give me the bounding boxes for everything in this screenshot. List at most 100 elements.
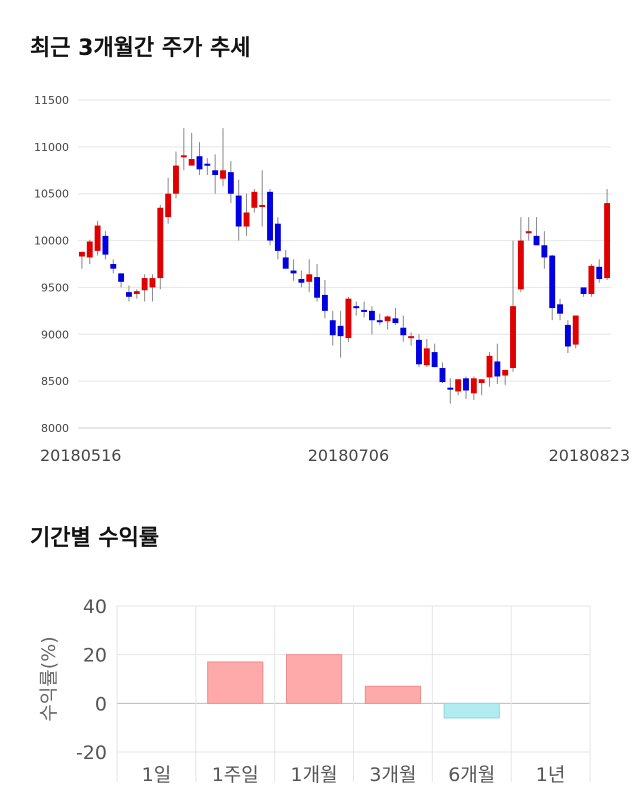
candle-body	[533, 235, 540, 246]
candle	[118, 273, 125, 288]
candle	[580, 287, 587, 297]
y-tick-label: 11500	[34, 94, 69, 107]
candle-body	[94, 225, 101, 251]
candle	[470, 376, 477, 400]
y-tick-label: 9500	[41, 281, 69, 294]
x-tick-label: 20180706	[308, 446, 389, 465]
candle-body	[604, 203, 611, 279]
candle-body	[580, 287, 587, 294]
x-tick-label: 20180516	[40, 446, 121, 465]
candle-body	[588, 265, 595, 294]
candle-body	[126, 292, 132, 297]
candle-body	[235, 195, 242, 227]
candle	[525, 217, 532, 241]
candle-body	[196, 156, 203, 170]
candle	[455, 379, 462, 396]
return-bar	[443, 702, 500, 719]
x-tick-label: 6개월	[448, 764, 495, 786]
candle-body	[290, 270, 297, 274]
candle	[588, 264, 595, 297]
candle	[392, 308, 399, 325]
candle	[549, 254, 556, 321]
candle	[306, 259, 313, 293]
candle-body	[227, 172, 234, 194]
candle-body	[400, 327, 407, 336]
candle	[541, 231, 548, 269]
candle	[227, 160, 234, 204]
candle	[447, 378, 454, 404]
y-tick-label: 20	[83, 645, 107, 667]
candle-body	[384, 316, 391, 322]
candle	[78, 251, 85, 269]
candle-body	[314, 277, 321, 298]
candle-body	[329, 320, 336, 336]
candle	[557, 298, 563, 321]
candlestick-y-ticks: 8000 8500 9000 9500 10000 10500 11000 11500	[34, 94, 69, 435]
candle-body	[78, 251, 85, 257]
candle-body	[282, 257, 289, 269]
candle	[596, 259, 603, 283]
candle-body	[361, 309, 368, 312]
x-tick-label: 3개월	[369, 764, 416, 786]
candle	[533, 217, 540, 246]
y-tick-label: 11000	[34, 141, 69, 154]
candle-body	[447, 387, 454, 390]
candle-body	[337, 325, 344, 337]
y-tick-label: 8000	[41, 422, 69, 435]
candle-body	[494, 361, 501, 377]
candle	[564, 320, 571, 354]
candle	[408, 332, 415, 346]
return-bar	[207, 661, 264, 704]
candle	[431, 343, 438, 368]
candle	[220, 128, 226, 187]
x-tick-label: 1개월	[291, 764, 338, 786]
candle-body	[368, 310, 375, 321]
candle	[494, 343, 501, 384]
candle	[165, 177, 172, 224]
y-tick-label: 9000	[41, 328, 69, 341]
x-tick-label: 1년	[536, 764, 566, 786]
candle-body	[298, 278, 305, 283]
candle	[502, 369, 509, 385]
returns-x-ticks: 1일 1주일 1개월 3개월 6개월 1년	[142, 764, 566, 786]
candle	[345, 296, 352, 342]
candle	[361, 301, 368, 318]
candle	[282, 249, 289, 269]
candle	[314, 264, 321, 302]
candle-body	[212, 170, 219, 175]
candle	[133, 289, 140, 299]
candle	[604, 189, 611, 280]
candle	[126, 285, 132, 302]
returns-grid	[116, 605, 591, 782]
candle	[196, 142, 203, 175]
candle	[298, 270, 305, 288]
candle	[86, 239, 93, 264]
candle-body	[345, 298, 352, 339]
x-tick-label: 1일	[142, 764, 172, 786]
candle-body	[204, 163, 211, 166]
candle-body	[478, 379, 485, 384]
y-tick-label: 0	[95, 693, 107, 715]
candle-body	[392, 318, 399, 324]
candle-body	[423, 348, 430, 366]
candle	[267, 189, 273, 246]
candle-body	[463, 378, 469, 391]
candle	[251, 189, 258, 213]
candle-body	[173, 165, 179, 194]
candle-body	[541, 245, 548, 258]
x-tick-label: 1주일	[212, 764, 259, 786]
candle-body	[431, 352, 438, 368]
candle	[204, 158, 211, 175]
candle-body	[274, 223, 281, 251]
candle	[110, 259, 117, 274]
returns-bars	[207, 654, 500, 719]
candle-body	[517, 240, 524, 290]
y-tick-label: 10000	[34, 235, 69, 248]
candle-body	[525, 231, 532, 234]
candle	[94, 220, 101, 256]
candlestick-x-ticks: 20180516 20180706 20180823	[40, 446, 630, 465]
candle	[329, 310, 336, 346]
candle-body	[110, 264, 117, 269]
candle	[188, 132, 195, 166]
candle-body	[353, 306, 360, 309]
